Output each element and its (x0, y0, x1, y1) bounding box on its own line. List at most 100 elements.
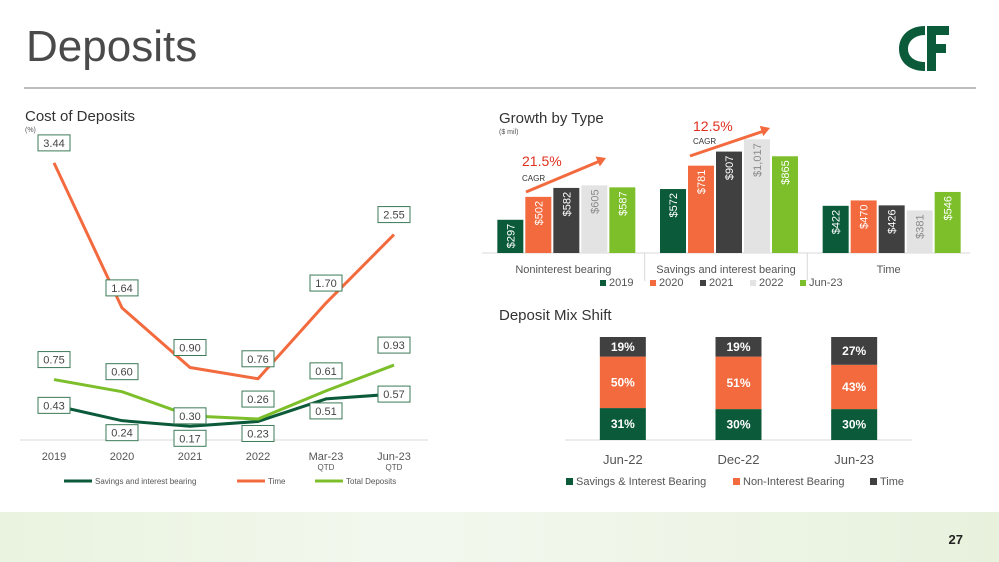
cost-label-box (173, 407, 207, 425)
title-divider (24, 87, 976, 89)
mix-bar-dec-22-time (715, 337, 762, 357)
cost-x-tick-mar-23: Mar-23 (309, 451, 344, 463)
growth-bar-label: $470 (859, 204, 871, 228)
growth-bar-label: $572 (668, 193, 680, 217)
growth-legend-label-2021: 2021 (709, 277, 733, 289)
mix-legend-swatch-savings-interest-bearing (566, 478, 573, 485)
mix-bar-label: 50% (611, 375, 635, 389)
growth-bar-noninterest-bearing-2020 (525, 196, 552, 253)
cost-data-label-time: 0.76 (247, 354, 268, 366)
growth-bar-label: $1,017 (752, 143, 764, 177)
cost-data-label-savings-and-interest-bearing: 0.23 (247, 428, 268, 440)
cost-of-deposits-subtitle: (%) (25, 127, 36, 134)
cost-of-deposits-title: Cost of Deposits (25, 108, 136, 125)
cost-x-tick-2019: 2019 (42, 451, 66, 463)
cost-data-label-savings-and-interest-bearing: 0.57 (383, 389, 404, 401)
cost-label-box (37, 134, 71, 152)
growth-bar-label: $582 (561, 192, 573, 216)
cost-data-label-total-deposits: 0.60 (111, 367, 132, 379)
logo-ampersand: & (917, 44, 925, 56)
growth-bar-label: $381 (915, 214, 927, 238)
growth-bar-label: $865 (780, 160, 792, 184)
growth-bar-savings-and-interest-bearing-2021 (716, 151, 742, 253)
mix-bar-label: 27% (842, 344, 866, 358)
cost-legend-label-total-deposits: Total Deposits (346, 477, 396, 486)
cost-label-box (37, 351, 71, 369)
growth-bar-time-2021 (878, 205, 905, 253)
cost-x-tick-2021: 2021 (178, 451, 202, 463)
growth-bar-label: $587 (617, 191, 629, 215)
growth-legend-label-2019: 2019 (609, 277, 633, 289)
cost-label-box (105, 363, 139, 381)
growth-x-tick-time: Time (877, 264, 901, 276)
mix-legend-swatch-time (870, 478, 877, 485)
growth-bar-savings-and-interest-bearing-2019 (660, 189, 686, 253)
mix-bar-jun-23-savings-interest-bearing (831, 409, 878, 440)
cost-data-label-savings-and-interest-bearing: 0.43 (43, 400, 64, 412)
cagr-arrow-head (595, 156, 606, 167)
cost-data-label-total-deposits: 0.93 (383, 340, 404, 352)
cost-label-box (309, 402, 343, 420)
cagr-value: 12.5% (693, 118, 733, 134)
cost-data-label-time: 1.70 (315, 278, 336, 290)
growth-bar-time-jun-23 (934, 191, 961, 253)
cost-label-box (377, 336, 411, 354)
mix-bar-jun-23-non-interest-bearing (831, 364, 878, 410)
cagr-label: CAGR (522, 174, 545, 183)
growth-bar-label: $605 (589, 189, 601, 213)
cost-data-label-total-deposits: 0.61 (315, 366, 336, 378)
mix-legend-swatch-non-interest-bearing (733, 478, 740, 485)
growth-legend-label-2020: 2020 (659, 277, 683, 289)
growth-legend-label-2022: 2022 (759, 277, 783, 289)
page-number: 27 (948, 532, 963, 547)
cagr-arrow-shaft (525, 159, 601, 194)
cost-x-tick-jun-23: Jun-23 (377, 451, 411, 463)
mix-x-tick-dec-22: Dec-22 (718, 452, 760, 467)
cost-label-box (105, 279, 139, 297)
mix-bar-label: 43% (842, 380, 866, 394)
growth-legend-label-jun-23: Jun-23 (809, 277, 843, 289)
growth-bar-label: $426 (887, 209, 899, 233)
growth-x-tick-noninterest-bearing: Noninterest bearing (515, 264, 611, 276)
growth-legend-swatch-2021 (700, 280, 706, 286)
cost-label-box (309, 274, 343, 292)
mix-bar-dec-22-savings-interest-bearing (715, 409, 762, 440)
mix-bar-jun-22-non-interest-bearing (599, 356, 646, 409)
cost-data-label-total-deposits: 0.30 (179, 411, 200, 423)
cost-label-box (37, 396, 71, 414)
cost-data-label-total-deposits: 0.26 (247, 394, 268, 406)
cost-data-label-total-deposits: 0.75 (43, 355, 64, 367)
cost-label-box (377, 206, 411, 224)
growth-bar-noninterest-bearing-jun-23 (609, 187, 636, 253)
mix-x-tick-jun-22: Jun-22 (603, 452, 643, 467)
cagr-arrow-shaft (689, 129, 765, 158)
cost-line-total-deposits (53, 363, 395, 421)
page-title: Deposits (26, 22, 198, 71)
mix-bar-label: 30% (842, 418, 866, 432)
mix-bar-jun-23-time (831, 337, 878, 365)
footer-band (0, 512, 999, 562)
mix-legend-label-savings-interest-bearing: Savings & Interest Bearing (576, 476, 706, 488)
mix-legend-label-time: Time (880, 476, 904, 488)
logo-f-shape (927, 26, 949, 71)
company-logo: & (899, 26, 949, 71)
mix-bar-jun-22-savings-interest-bearing (599, 408, 646, 440)
growth-bar-savings-and-interest-bearing-2020 (688, 165, 714, 253)
growth-bar-noninterest-bearing-2019 (497, 219, 524, 253)
cost-label-box (173, 429, 207, 447)
mix-bar-dec-22-non-interest-bearing (715, 356, 762, 410)
mix-bar-label: 30% (726, 418, 750, 432)
growth-bar-label: $422 (831, 210, 843, 234)
growth-bar-label: $907 (724, 156, 736, 180)
cost-data-label-time: 2.55 (383, 210, 404, 222)
cost-x-tick-2020: 2020 (110, 451, 134, 463)
growth-bar-time-2020 (850, 200, 877, 253)
cost-line-savings-and-interest-bearing (53, 392, 395, 428)
mix-x-tick-jun-23: Jun-23 (834, 452, 874, 467)
growth-legend-swatch-2020 (650, 280, 656, 286)
growth-legend-swatch-jun-23 (800, 280, 806, 286)
growth-bar-label: $546 (943, 196, 955, 220)
cost-data-label-savings-and-interest-bearing: 0.24 (111, 428, 132, 440)
cost-label-box (377, 385, 411, 403)
